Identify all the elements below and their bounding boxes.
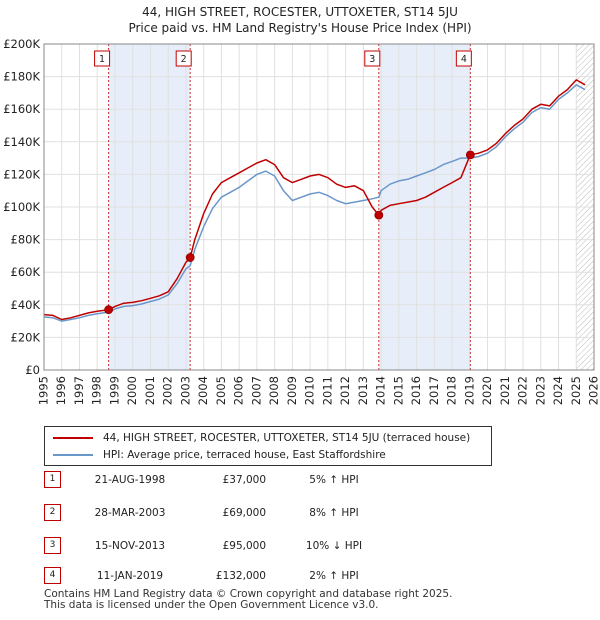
y-tick-label: £20K — [11, 330, 41, 344]
x-tick-label: 2016 — [409, 376, 423, 405]
x-tick-label: 2018 — [445, 376, 459, 405]
legend-item-hpi: HPI: Average price, terraced house, East… — [53, 447, 386, 463]
x-tick-label: 2022 — [516, 376, 530, 405]
x-tick-label: 2009 — [285, 376, 299, 405]
x-tick-label: 2001 — [143, 376, 157, 405]
hpi-series-line — [43, 84, 586, 322]
y-tick-label: £160K — [3, 102, 40, 116]
sale-hpi-diff: 10% ↓ HPI — [305, 540, 363, 552]
price-chart: £0 £20K £40K £60K £80K £100K £120K £140K £160K £1… — [3, 37, 600, 405]
sale-price: £37,000 — [222, 474, 266, 486]
x-tick-label: 2002 — [161, 376, 175, 405]
sale-date: 21-AUG-1998 — [94, 474, 166, 486]
y-tick-label: £100K — [3, 200, 40, 214]
sale-date: 28-MAR-2003 — [94, 507, 166, 519]
sale-hpi-diff: 8% ↑ HPI — [309, 507, 359, 519]
x-tick-label: 2020 — [480, 376, 494, 405]
footer: Contains HM Land Registry data © Crown c… — [44, 589, 452, 611]
x-tick-label: 2010 — [303, 376, 317, 405]
x-tick-label: 1996 — [54, 376, 68, 405]
x-tick-label: 2005 — [214, 376, 228, 405]
transaction-badge — [455, 50, 472, 67]
sale-number-badge: 2 — [44, 504, 61, 521]
legend: 44, HIGH STREET, ROCESTER, UTTOXETER, ST… — [44, 426, 492, 466]
x-tick-label: 2023 — [533, 376, 547, 405]
x-tick-label: 2021 — [498, 376, 512, 405]
x-tick-label: 2003 — [178, 376, 192, 405]
y-tick-label: £60K — [11, 265, 41, 279]
sale-number-badge: 3 — [44, 537, 61, 554]
x-tick-label: 1997 — [72, 376, 86, 405]
legend-label-property: 44, HIGH STREET, ROCESTER, UTTOXETER, ST… — [103, 432, 471, 444]
y-tick-label: £200K — [3, 37, 40, 51]
chart-title-line1: 44, HIGH STREET, ROCESTER, UTTOXETER, ST… — [142, 5, 458, 19]
x-tick-label: 2004 — [196, 376, 210, 405]
x-tick-label: 2015 — [391, 376, 405, 405]
sale-number-badge: 1 — [44, 471, 61, 488]
transaction-badge — [94, 50, 111, 67]
transaction-badge — [364, 50, 381, 67]
chart-title-line2: Price paid vs. HM Land Registry's House … — [128, 21, 472, 35]
table-row: 3 15-NOV-2013 £95,000 10% ↓ HPI — [0, 536, 600, 556]
transaction-point — [374, 210, 384, 220]
transaction-point — [104, 305, 113, 315]
table-row: 4 11-JAN-2019 £132,000 2% ↑ HPI — [0, 566, 600, 586]
transaction-badge-label: 2 — [181, 54, 187, 65]
sale-price: £95,000 — [222, 540, 266, 552]
transaction-badge-label: 1 — [99, 54, 105, 65]
sale-price: £69,000 — [222, 507, 266, 519]
sale-number-badge: 4 — [44, 567, 61, 584]
x-tick-label: 2006 — [232, 376, 246, 405]
y-tick-label: £40K — [11, 298, 41, 312]
table-row: 2 28-MAR-2003 £69,000 8% ↑ HPI — [0, 503, 600, 523]
x-tick-label: 1995 — [37, 376, 51, 405]
transaction-point — [465, 150, 475, 160]
transaction-badge — [175, 50, 192, 67]
x-tick-label: 2025 — [569, 376, 583, 405]
x-tick-label: 2019 — [462, 376, 476, 405]
y-tick-label: £0 — [25, 363, 40, 377]
transaction-badge-label: 4 — [461, 54, 467, 65]
legend-line-hpi — [53, 454, 93, 456]
plot-border — [43, 43, 595, 371]
y-tick-label: £180K — [3, 70, 40, 84]
x-tick-label: 2007 — [249, 376, 263, 405]
x-tick-label: 2013 — [356, 376, 370, 405]
x-tick-label: 2011 — [320, 376, 334, 405]
y-tick-label: £120K — [3, 167, 40, 181]
legend-item-property: 44, HIGH STREET, ROCESTER, UTTOXETER, ST… — [53, 430, 470, 446]
x-tick-label: 1998 — [90, 376, 104, 405]
transaction-point — [185, 253, 195, 262]
sale-hpi-diff: 5% ↑ HPI — [309, 474, 359, 486]
x-tick-label: 1999 — [107, 376, 121, 405]
table-row: 1 21-AUG-1998 £37,000 5% ↑ HPI — [0, 470, 600, 490]
x-tick-label: 2000 — [125, 376, 139, 405]
sale-date: 15-NOV-2013 — [94, 540, 166, 552]
sale-price: £132,000 — [215, 570, 266, 582]
transaction-badge-label: 3 — [369, 54, 375, 65]
footer-licence: This data is licensed under the Open Gov… — [44, 599, 379, 611]
legend-line-property — [53, 437, 93, 439]
x-tick-label: 2026 — [587, 376, 600, 405]
sale-hpi-diff: 2% ↑ HPI — [309, 570, 359, 582]
y-tick-label: £140K — [3, 135, 40, 149]
x-tick-label: 2024 — [551, 376, 565, 405]
sale-date: 11-JAN-2019 — [96, 570, 164, 582]
property-series-line — [43, 79, 586, 321]
x-tick-label: 2014 — [374, 376, 388, 405]
x-tick-label: 2017 — [427, 376, 441, 405]
footer-copyright: Contains HM Land Registry data © Crown c… — [44, 588, 453, 600]
x-tick-label: 2012 — [338, 376, 352, 405]
legend-label-hpi: HPI: Average price, terraced house, East… — [103, 449, 386, 461]
x-tick-label: 2008 — [267, 376, 281, 405]
y-tick-label: £80K — [11, 233, 41, 247]
